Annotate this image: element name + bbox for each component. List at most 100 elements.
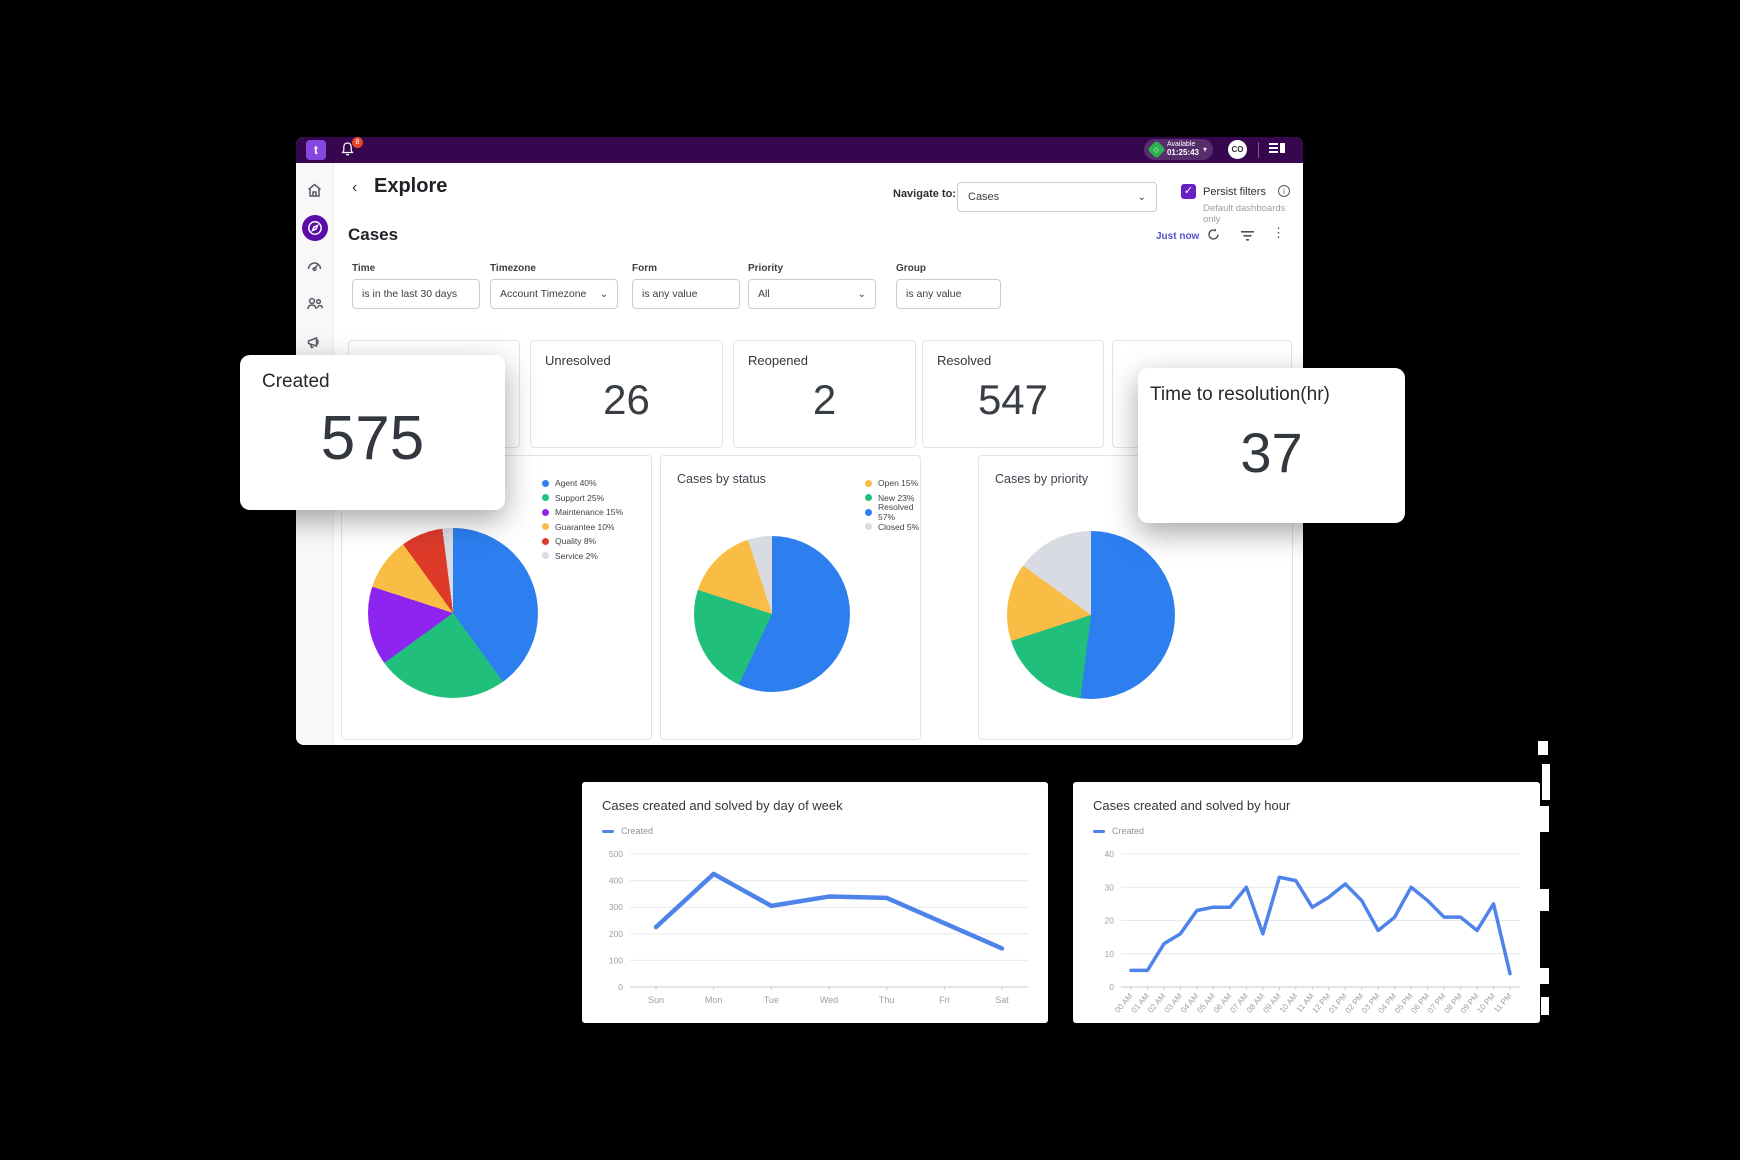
avatar[interactable]: CO [1228, 140, 1247, 159]
chevron-down-icon: ▾ [1202, 145, 1207, 154]
filter-input[interactable]: All ⌄ [748, 279, 876, 309]
pie-chart[interactable] [694, 536, 850, 692]
info-icon[interactable]: i [1278, 185, 1290, 197]
sidebar-item-home[interactable] [302, 177, 328, 203]
available-status-icon: ◇ [1147, 140, 1166, 159]
svg-text:200: 200 [609, 929, 623, 939]
svg-text:Thu: Thu [879, 995, 895, 1005]
legend-item: Agent 40% [542, 476, 623, 491]
chevron-down-icon: ⌄ [857, 288, 866, 300]
chart-title: Cases by status [677, 472, 766, 486]
pie-chart[interactable] [1007, 531, 1175, 699]
stat-value: 26 [603, 376, 650, 423]
filter-label: Group [896, 263, 926, 274]
top-app-bar: t 8 ◇ Available 01:25:43 ▾ CO [296, 137, 1303, 163]
legend-item: Closed 5% [865, 520, 920, 535]
svg-text:Sun: Sun [648, 995, 664, 1005]
sidebar-item-team[interactable] [302, 291, 328, 317]
status-timer: 01:25:43 [1166, 148, 1199, 157]
section-title-cases: Cases [348, 225, 399, 244]
legend-item: Service 2% [542, 549, 623, 564]
chart-card-cases-by-form[interactable]: Agent 40% Support 25% Maintenance 15% Guara… [341, 455, 652, 740]
stat-value: 2 [812, 376, 837, 423]
filter-input[interactable]: is any value [896, 279, 1001, 309]
svg-text:0: 0 [1109, 982, 1114, 992]
stat-value: 37 [1240, 421, 1303, 484]
chevron-down-icon: ⌄ [599, 288, 608, 300]
svg-text:10: 10 [1105, 949, 1115, 959]
chart-card-cases-by-priority[interactable]: Cases by priority [978, 455, 1293, 740]
notifications-button[interactable]: 8 [340, 137, 363, 159]
filter-input[interactable]: is any value [632, 279, 740, 309]
line-plot: 0 100 200 300 400 500 Sun Mon Tue Wed Thu Fri Sat [588, 842, 1042, 1019]
filter-label: Priority [748, 263, 784, 274]
stat-value: 547 [977, 376, 1049, 423]
line-chart-card-by-day-of-week[interactable]: Cases created and solved by day of week … [582, 782, 1048, 1023]
filter-label: Time [352, 263, 376, 274]
product-logo-icon[interactable]: t [306, 140, 326, 160]
stat-card-reopened[interactable]: Reopened 2 [733, 340, 916, 448]
svg-text:30: 30 [1105, 882, 1115, 892]
apps-panel-icon[interactable] [1269, 143, 1285, 156]
back-button[interactable]: ‹ [352, 179, 358, 196]
sidebar-item-explore[interactable] [301, 215, 328, 241]
stat-value: 575 [320, 404, 425, 473]
screen-edge-artifact [1536, 806, 1549, 832]
app-window: t 8 ◇ Available 01:25:43 ▾ CO [296, 137, 1303, 745]
legend-item: Maintenance 15% [542, 505, 623, 520]
stat-label: Created [262, 371, 330, 392]
svg-text:300: 300 [609, 902, 623, 912]
persist-filters-note: Default dashboards only [1203, 203, 1286, 225]
filter-time: Time is in the last 30 days [352, 263, 480, 309]
last-refreshed-label[interactable]: Just now [1156, 231, 1200, 242]
legend-label: Created [621, 826, 654, 836]
stat-label: Time to resolution(hr) [1150, 384, 1330, 405]
stat-card-resolved[interactable]: Resolved 547 [922, 340, 1104, 448]
legend-label: Created [1112, 826, 1145, 836]
chart-title: Cases by priority [995, 472, 1089, 486]
stat-label: Unresolved [545, 353, 611, 368]
svg-text:Tue: Tue [764, 995, 779, 1005]
refresh-icon[interactable] [1206, 227, 1221, 242]
legend-item: Resolved 57% [865, 502, 920, 522]
svg-text:11 PM: 11 PM [1492, 991, 1514, 1014]
chart-card-cases-by-status[interactable]: Cases by status Open 15% New 23% Resolved … [660, 455, 921, 740]
stat-label: Resolved [937, 353, 992, 368]
filter-form: Form is any value [632, 263, 740, 309]
page-title: Explore [374, 175, 448, 197]
filter-priority: Priority All ⌄ [748, 263, 876, 309]
svg-text:400: 400 [609, 876, 623, 886]
people-icon [306, 297, 323, 310]
filter-input[interactable]: is in the last 30 days [352, 279, 480, 309]
chevron-down-icon: ⌄ [1137, 191, 1146, 203]
persist-filters-checkbox[interactable]: ✓ [1181, 184, 1196, 199]
line-chart-card-by-hour[interactable]: Cases created and solved by hour Created… [1073, 782, 1540, 1023]
svg-text:40: 40 [1105, 849, 1115, 859]
screen-edge-artifact [1542, 764, 1550, 800]
kebab-menu-icon[interactable]: ⋮ [1272, 225, 1285, 240]
navigate-to-label: Navigate to: [893, 188, 956, 200]
filter-input[interactable]: Account Timezone ⌄ [490, 279, 618, 309]
legend-item: Support 25% [542, 491, 623, 506]
svg-text:20: 20 [1105, 916, 1115, 926]
filter-icon[interactable] [1240, 230, 1255, 242]
chart-title: Cases created and solved by hour [1093, 798, 1291, 813]
topbar-divider [1258, 142, 1259, 158]
floating-stat-card-time-to-resolution[interactable]: Time to resolution(hr) 37 [1138, 368, 1405, 523]
navigate-to-select[interactable]: Cases ⌄ [957, 182, 1157, 212]
filter-label: Timezone [490, 263, 536, 274]
line-legend: Created [1093, 826, 1144, 836]
svg-text:Mon: Mon [705, 995, 723, 1005]
pie-legend: Open 15% New 23% Resolved 57% Closed 5% [865, 476, 920, 534]
sidebar-item-announcements[interactable] [302, 329, 328, 355]
floating-stat-card-created[interactable]: Created 575 [240, 355, 505, 510]
agent-status-selector[interactable]: ◇ Available 01:25:43 ▾ [1143, 139, 1213, 160]
status-label: Available [1166, 141, 1196, 148]
stat-label: Reopened [748, 353, 808, 368]
filter-label: Form [632, 263, 657, 274]
stat-card-unresolved[interactable]: Unresolved 26 [530, 340, 723, 448]
notification-badge: 8 [352, 137, 363, 148]
sidebar-item-dashboards[interactable] [302, 253, 328, 279]
pie-chart[interactable] [368, 528, 538, 698]
